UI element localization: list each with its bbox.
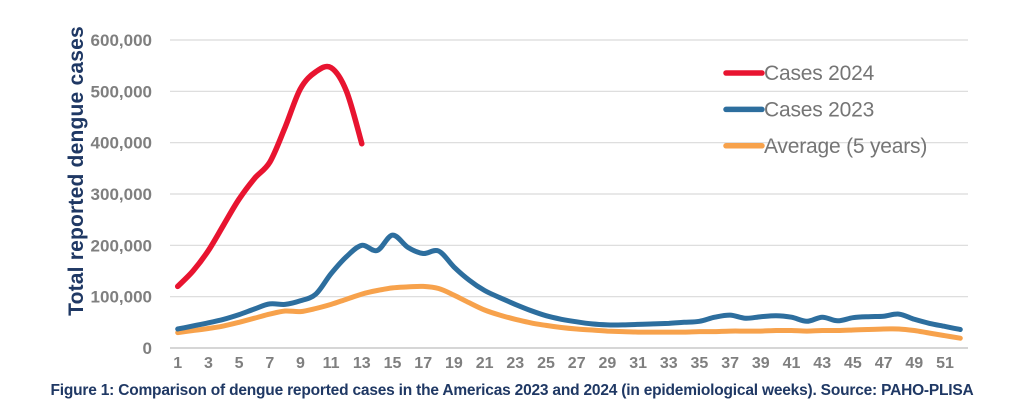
x-axis-tick-label: 25 <box>537 355 555 372</box>
x-axis-tick-label: 11 <box>323 355 340 372</box>
chart-svg: 0 100,000 200,000 300,000 400,000 500,000 600,… <box>91 31 968 372</box>
x-axis-tick-label: 13 <box>353 355 371 372</box>
x-axis-tick-label: 23 <box>506 355 524 372</box>
y-axis-tick-label: 0 <box>143 339 152 358</box>
legend-label-average-5-years: Average (5 years) <box>764 135 927 158</box>
x-axis-tick-label: 43 <box>813 355 831 372</box>
x-axis-tick-label: 41 <box>783 355 801 372</box>
x-axis-tick-label: 17 <box>414 355 432 372</box>
x-axis-tick-label: 51 <box>936 355 954 372</box>
series-line-cases-2023 <box>175 232 963 332</box>
y-axis-tick-label: 600,000 <box>91 31 152 50</box>
x-axis-tick-label: 3 <box>204 355 213 372</box>
y-axis-tick-label: 300,000 <box>91 185 152 204</box>
series-line-cases-2024 <box>174 63 365 290</box>
x-axis-tick-label: 37 <box>721 355 739 372</box>
x-axis-tick-label: 27 <box>568 355 586 372</box>
x-axis-tick-label: 1 <box>173 355 182 372</box>
x-axis-tick-label: 19 <box>445 355 463 372</box>
figure-caption: Figure 1: Comparison of dengue reported … <box>50 382 974 399</box>
y-axis-tick-label: 200,000 <box>91 236 152 255</box>
x-axis-tick-label: 15 <box>384 355 402 372</box>
x-axis-tick-label: 21 <box>476 355 494 372</box>
series-line-average-5-years <box>175 283 963 341</box>
x-axis-tick-label: 33 <box>660 355 678 372</box>
x-axis-tick-label: 39 <box>752 355 770 372</box>
x-axis-tick-label: 45 <box>844 355 862 372</box>
x-axis-tick-label: 47 <box>875 355 893 372</box>
x-axis-tick-label: 35 <box>691 355 709 372</box>
x-axis-tick-label: 5 <box>235 355 244 372</box>
x-axis-tick-label: 7 <box>265 355 274 372</box>
legend-label-cases-2023: Cases 2023 <box>764 98 874 121</box>
x-axis-tick-label: 31 <box>629 355 647 372</box>
y-axis-tick-label: 400,000 <box>91 134 152 153</box>
x-axis-tick-label: 49 <box>905 355 923 372</box>
y-axis-tick-label: 100,000 <box>91 288 152 307</box>
x-axis-tick-label: 29 <box>599 355 617 372</box>
y-axis-tick-label: 500,000 <box>91 82 152 101</box>
legend-label-cases-2024: Cases 2024 <box>764 62 875 85</box>
x-axis-tick-label: 9 <box>296 355 305 372</box>
